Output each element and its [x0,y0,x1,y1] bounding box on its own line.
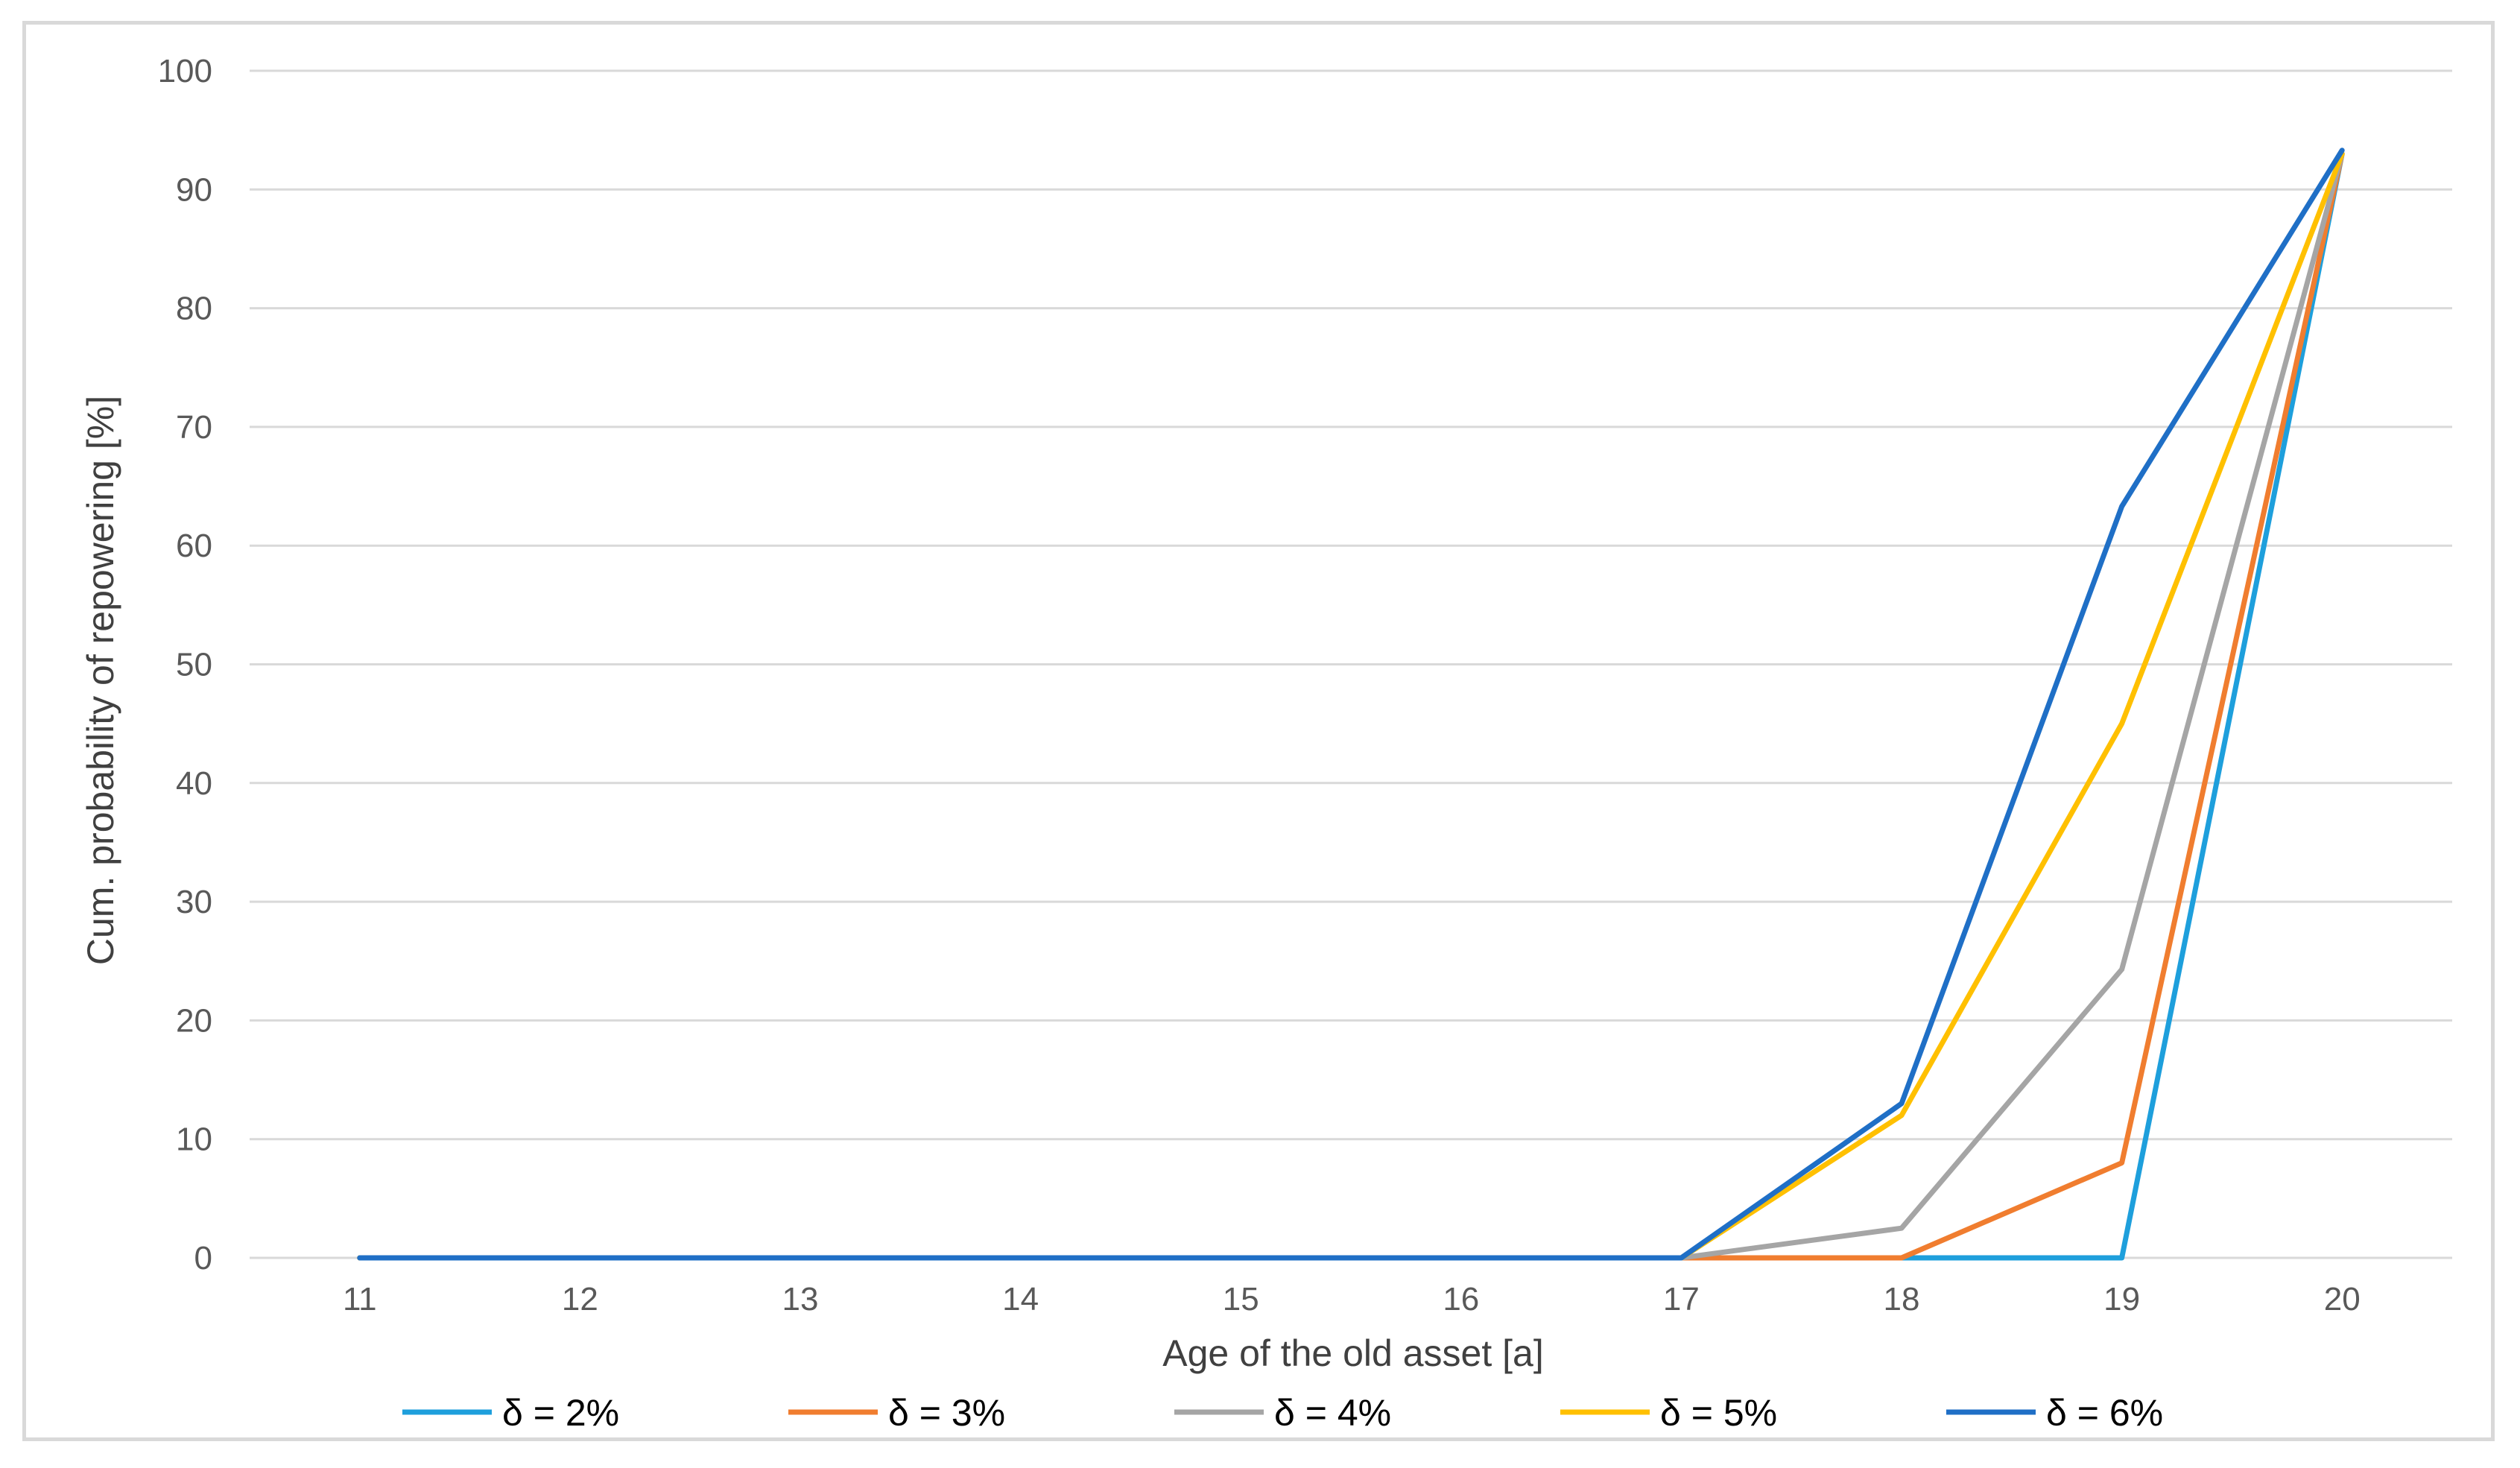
x-tick-label: 14 [1002,1281,1039,1317]
y-tick-label: 10 [176,1121,212,1158]
legend-label: δ = 2% [502,1392,619,1434]
x-tick-label: 20 [2324,1281,2361,1317]
x-axis-title: Age of the old asset [a] [1162,1332,1543,1374]
y-tick-label: 70 [176,409,212,446]
x-tick-label: 15 [1223,1281,1259,1317]
legend-label: δ = 3% [888,1392,1005,1434]
legend-item: δ = 2% [402,1392,619,1434]
series-line-2 [357,151,2345,1261]
series-line-5 [357,148,2345,1261]
x-tick-label: 13 [782,1281,819,1317]
x-tick-label: 18 [1884,1281,1920,1317]
y-tick-labels: 0 10 20 30 40 50 60 70 80 90 100 [158,53,212,1276]
y-tick-label: 0 [194,1240,212,1276]
chart-frame: 0 10 20 30 40 50 60 70 80 90 100 11 12 13 14 15 16 17 18 1… [22,21,2495,1441]
x-tick-label: 19 [2103,1281,2140,1317]
legend-item: δ = 4% [1174,1392,1391,1434]
legend-item: δ = 3% [788,1392,1005,1434]
series-line-3 [357,151,2345,1261]
y-tick-label: 50 [176,647,212,683]
y-tick-label: 100 [158,53,212,89]
series-lines [357,148,2345,1261]
x-tick-label: 12 [562,1281,598,1317]
legend-label: δ = 6% [2046,1392,2163,1434]
y-tick-label: 80 [176,291,212,327]
y-tick-label: 40 [176,765,212,802]
legend-item: δ = 6% [1946,1392,2163,1434]
x-tick-label: 11 [343,1281,377,1317]
y-tick-label: 60 [176,528,212,564]
legend-label: δ = 4% [1274,1392,1391,1434]
legend-item: δ = 5% [1560,1392,1777,1434]
series-line-1 [357,151,2345,1261]
gridlines [250,69,2452,1259]
x-tick-label: 16 [1443,1281,1479,1317]
y-tick-label: 30 [176,884,212,920]
legend-label: δ = 5% [1660,1392,1777,1434]
y-tick-label: 90 [176,171,212,208]
y-axis-title: Cum. probability of repowering [%] [80,396,121,965]
series-line-4 [357,151,2345,1261]
x-tick-labels: 11 12 13 14 15 16 17 18 19 20 [343,1281,2361,1317]
y-tick-label: 20 [176,1002,212,1039]
x-tick-label: 17 [1663,1281,1700,1317]
legend: δ = 2% δ = 3% δ = 4% δ = 5% δ = 6% [402,1392,2163,1434]
